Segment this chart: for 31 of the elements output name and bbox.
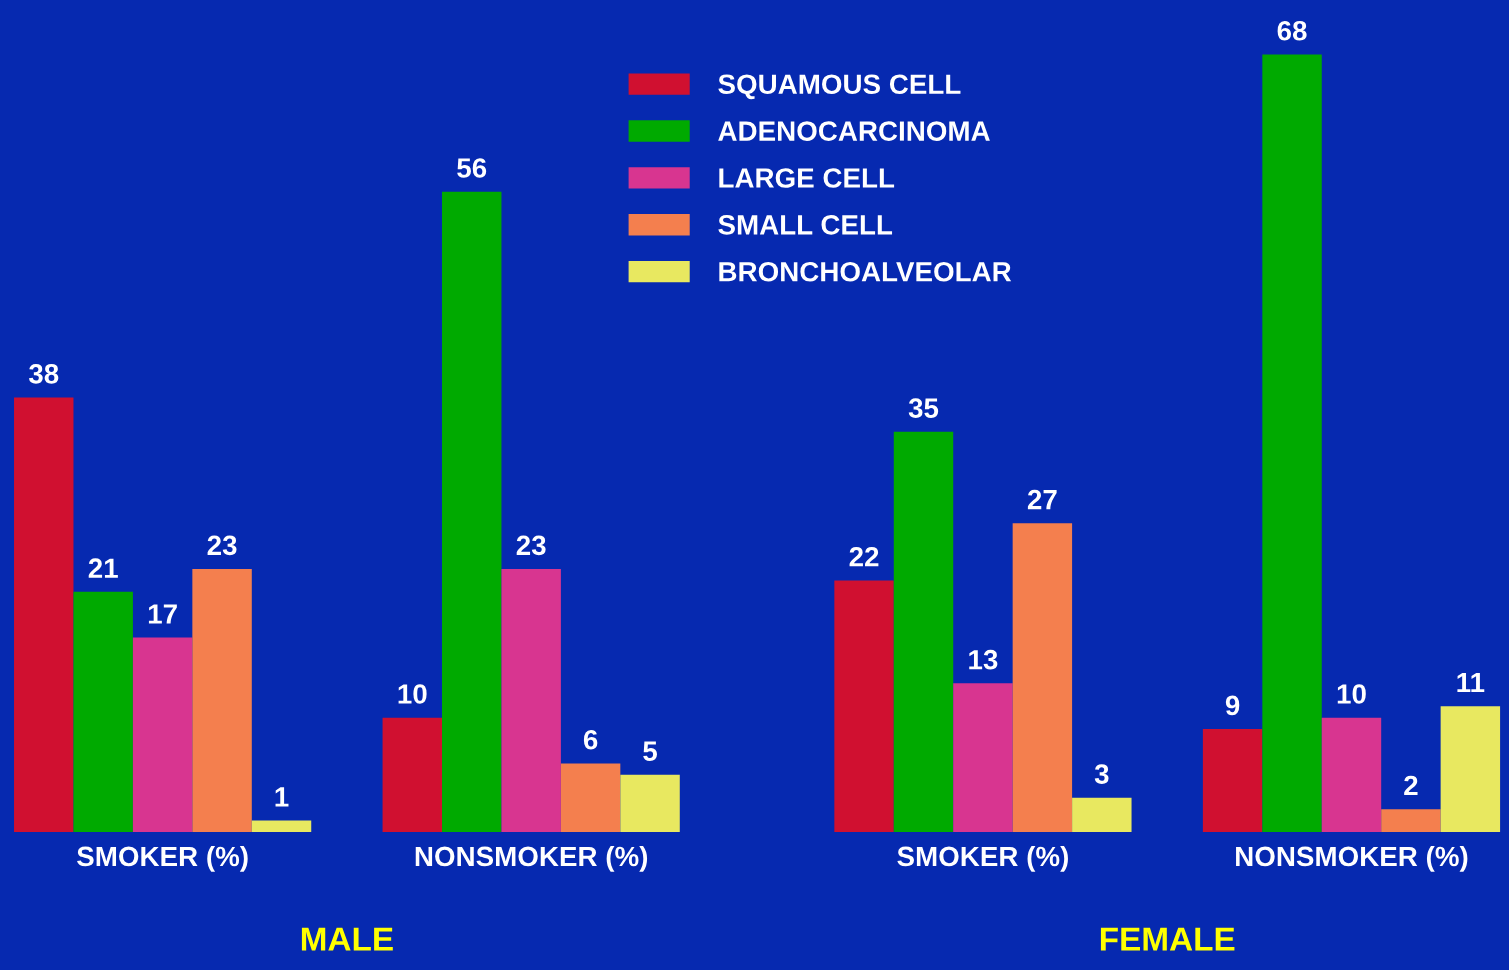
data-label: 6	[583, 729, 598, 750]
data-label: 38	[28, 363, 59, 384]
legend-label: SMALL CELL	[718, 215, 893, 235]
legend-label: LARGE CELL	[719, 168, 895, 188]
data-label: 5	[643, 741, 658, 761]
data-label: 35	[908, 398, 939, 418]
data-label: 2	[1404, 775, 1418, 796]
data-label: 23	[516, 535, 546, 556]
x-tick-label: SMOKER (%)	[897, 845, 1068, 872]
data-label: 27	[1027, 489, 1057, 510]
legend-label: SQUAMOUS CELL	[718, 74, 961, 100]
data-label: 23	[207, 535, 237, 556]
data-label: 22	[849, 546, 879, 567]
legend-label: BRONCHOALVEOLAR	[719, 261, 1012, 282]
text: MALE	[301, 927, 393, 951]
data-label: 56	[457, 158, 487, 178]
data-label: 21	[88, 558, 118, 578]
x-tick-label: SMOKER (%)	[77, 845, 248, 872]
data-label: 10	[398, 684, 427, 704]
data-label: 3	[1094, 764, 1109, 784]
data-label: 17	[148, 604, 177, 624]
data-label: 9	[1225, 695, 1240, 716]
x-tick-label: NONSMOKER (%)	[415, 845, 648, 872]
text: FEMALE	[1100, 927, 1235, 951]
data-label: 68	[1277, 20, 1307, 41]
data-label: 11	[1457, 673, 1485, 693]
x-tick-label: NONSMOKER (%)	[1236, 845, 1468, 872]
data-label: 10	[1337, 684, 1366, 704]
data-label: 13	[969, 649, 998, 670]
legend-label: ADENOCARCINOMA	[718, 121, 990, 141]
data-label: 1	[275, 787, 289, 807]
